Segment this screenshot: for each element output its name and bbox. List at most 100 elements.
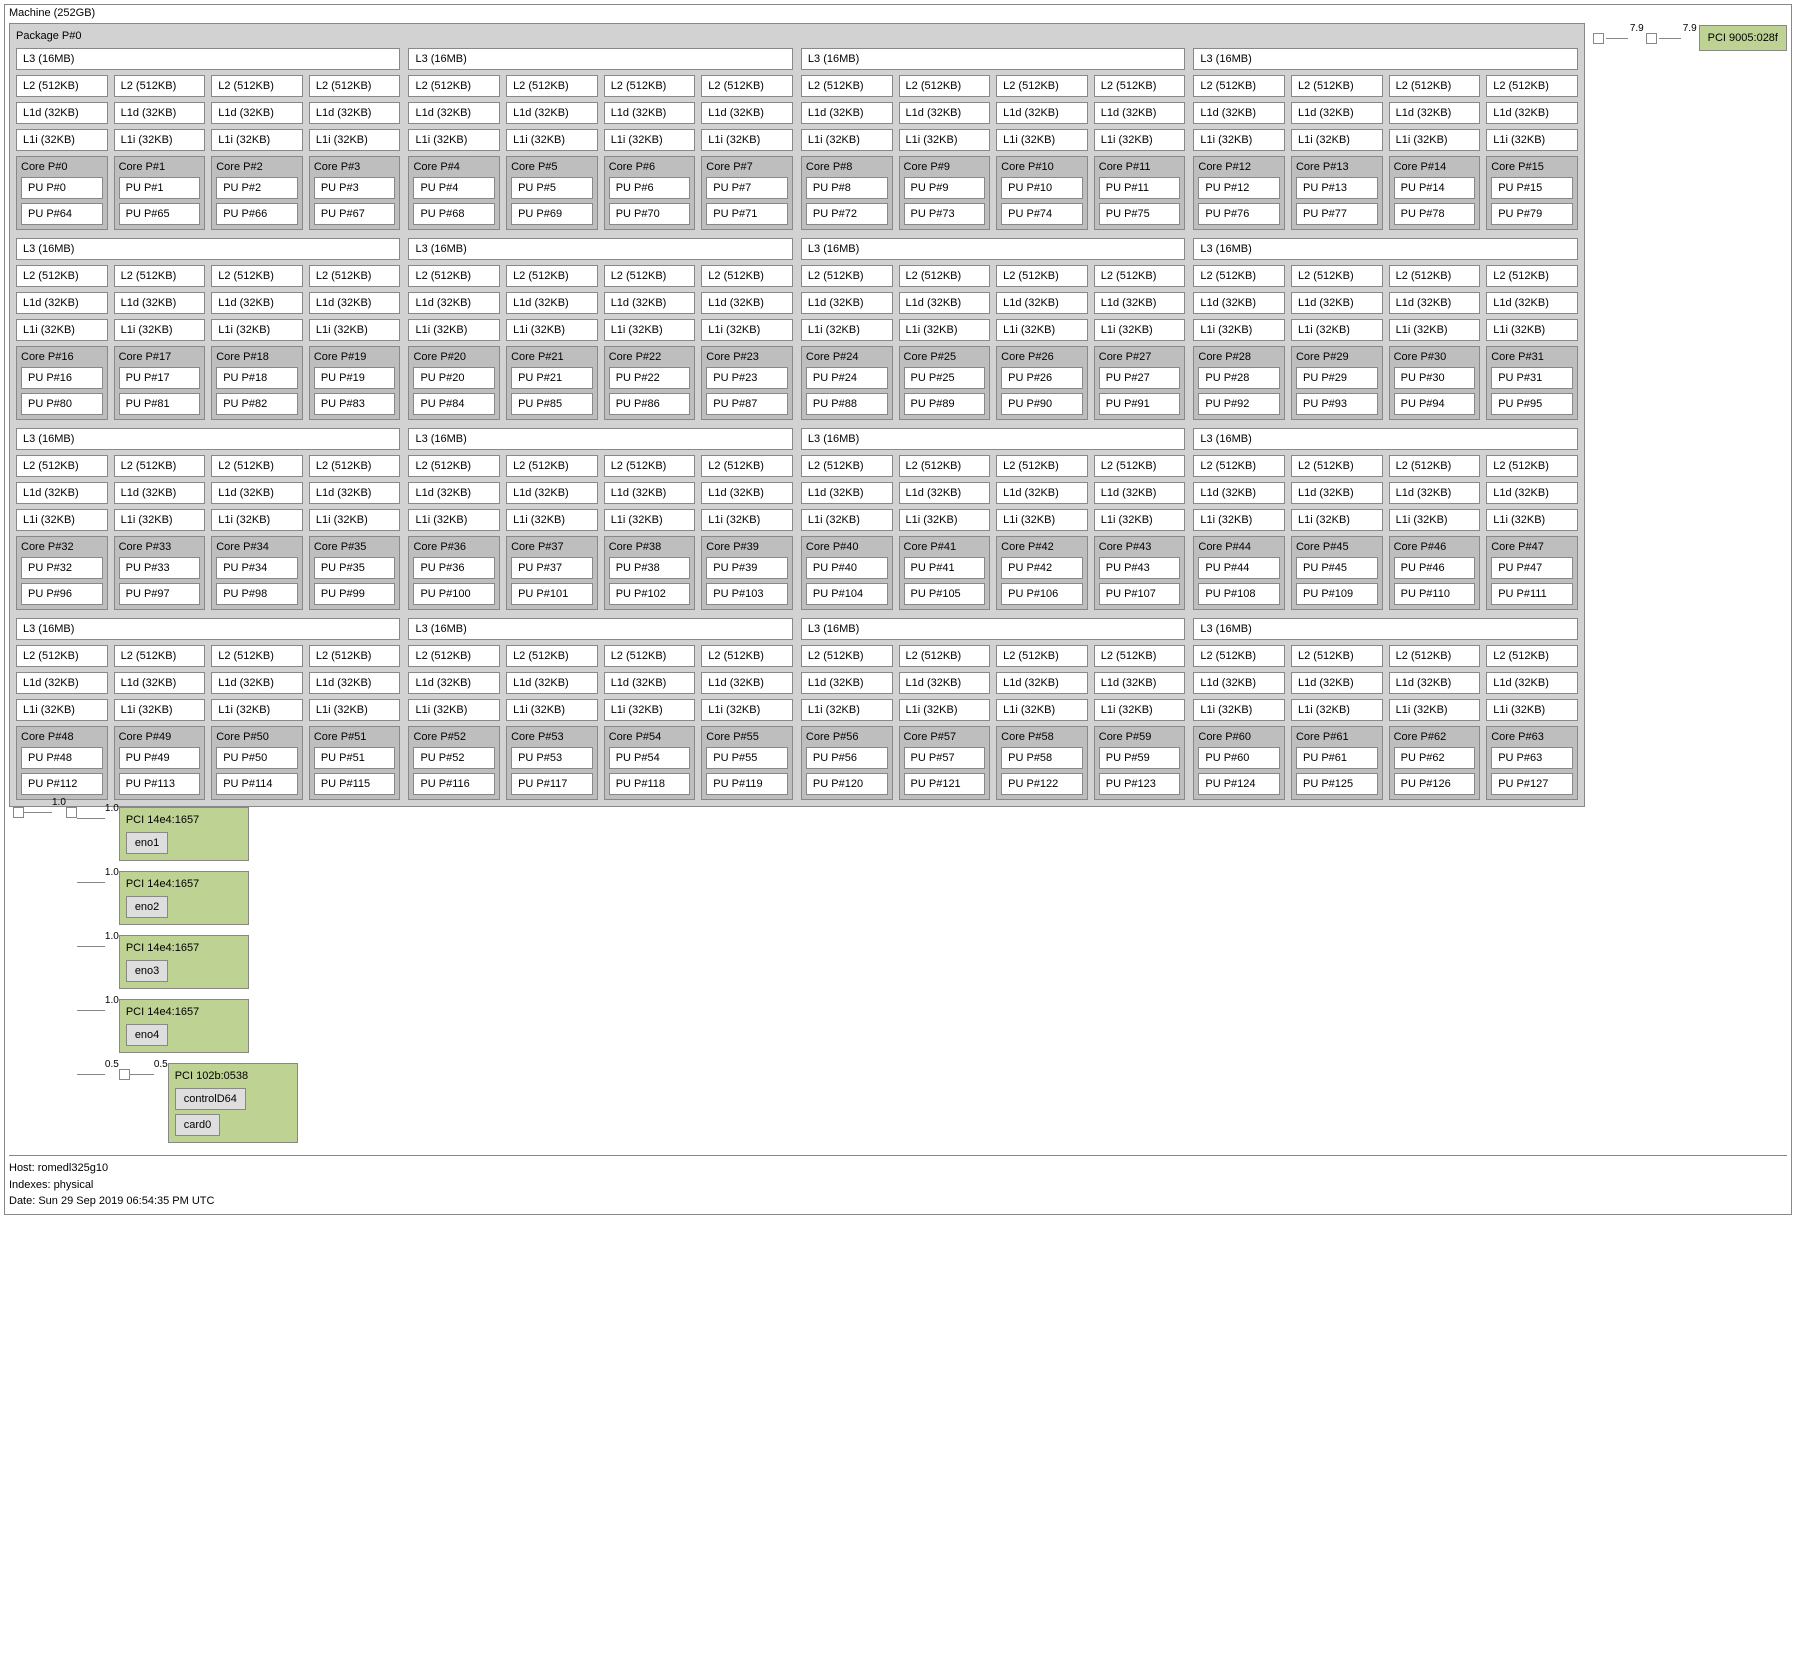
- l1d-cache: L1d (32KB): [16, 292, 108, 314]
- l3-block: L3 (16MB)L2 (512KB)L2 (512KB)L2 (512KB)L…: [1193, 428, 1577, 610]
- l2-row: L2 (512KB)L2 (512KB)L2 (512KB)L2 (512KB): [1193, 265, 1577, 287]
- pu: PU P#8: [806, 177, 888, 199]
- l1d-cache: L1d (32KB): [309, 672, 401, 694]
- pu: PU P#115: [314, 773, 396, 795]
- l2-cache: L2 (512KB): [1486, 455, 1578, 477]
- core-row: Core P#24PU P#24PU P#88Core P#25PU P#25P…: [801, 346, 1185, 420]
- pu: PU P#42: [1001, 557, 1083, 579]
- pu: PU P#92: [1198, 393, 1280, 415]
- l1d-cache: L1d (32KB): [1094, 292, 1186, 314]
- l2-cache: L2 (512KB): [1193, 75, 1285, 97]
- l1d-cache: L1d (32KB): [604, 292, 696, 314]
- pu: PU P#28: [1198, 367, 1280, 389]
- pci-device: PCI 14e4:1657eno2: [119, 871, 249, 925]
- pu: PU P#7: [706, 177, 788, 199]
- core-row: Core P#44PU P#44PU P#108Core P#45PU P#45…: [1193, 536, 1577, 610]
- pu: PU P#53: [511, 747, 593, 769]
- core: Core P#30PU P#30PU P#94: [1389, 346, 1481, 420]
- l1i-row: L1i (32KB)L1i (32KB)L1i (32KB)L1i (32KB): [408, 509, 792, 531]
- pu: PU P#61: [1296, 747, 1378, 769]
- l1d-cache: L1d (32KB): [899, 292, 991, 314]
- l3-block: L3 (16MB)L2 (512KB)L2 (512KB)L2 (512KB)L…: [801, 428, 1185, 610]
- l3-cache: L3 (16MB): [408, 238, 792, 260]
- l1d-cache: L1d (32KB): [604, 482, 696, 504]
- core-label: Core P#26: [1001, 351, 1083, 363]
- l2-cache: L2 (512KB): [1291, 75, 1383, 97]
- bridge-icon: [119, 1069, 130, 1080]
- core: Core P#22PU P#22PU P#86: [604, 346, 696, 420]
- l1i-cache: L1i (32KB): [996, 319, 1088, 341]
- machine-root: Machine (252GB) Package P#0 L3 (16MB)L2 …: [4, 4, 1792, 1215]
- l2-cache: L2 (512KB): [801, 265, 893, 287]
- core-label: Core P#31: [1491, 351, 1573, 363]
- pu: PU P#29: [1296, 367, 1378, 389]
- l1d-row: L1d (32KB)L1d (32KB)L1d (32KB)L1d (32KB): [16, 102, 400, 124]
- l1d-cache: L1d (32KB): [1193, 292, 1285, 314]
- l2-cache: L2 (512KB): [604, 645, 696, 667]
- pu: PU P#70: [609, 203, 691, 225]
- pci-link-label: 1.0: [105, 995, 119, 1006]
- pu: PU P#47: [1491, 557, 1573, 579]
- pci-device: PCI 9005:028f: [1699, 25, 1787, 51]
- l1i-cache: L1i (32KB): [1193, 509, 1285, 531]
- os-device: eno3: [126, 960, 168, 982]
- pu: PU P#50: [216, 747, 298, 769]
- l1i-cache: L1i (32KB): [1094, 319, 1186, 341]
- core-label: Core P#4: [413, 161, 495, 173]
- core: Core P#3PU P#3PU P#67: [309, 156, 401, 230]
- l3-cache: L3 (16MB): [408, 428, 792, 450]
- pu: PU P#32: [21, 557, 103, 579]
- l2-cache: L2 (512KB): [1291, 645, 1383, 667]
- l2-cache: L2 (512KB): [114, 75, 206, 97]
- l1i-cache: L1i (32KB): [408, 699, 500, 721]
- pu: PU P#65: [119, 203, 201, 225]
- core: Core P#63PU P#63PU P#127: [1486, 726, 1578, 800]
- l1d-cache: L1d (32KB): [801, 672, 893, 694]
- l1i-row: L1i (32KB)L1i (32KB)L1i (32KB)L1i (32KB): [801, 699, 1185, 721]
- l2-cache: L2 (512KB): [506, 455, 598, 477]
- l1i-cache: L1i (32KB): [506, 129, 598, 151]
- machine-label: Machine (252GB): [9, 7, 1787, 19]
- core: Core P#6PU P#6PU P#70: [604, 156, 696, 230]
- pu: PU P#15: [1491, 177, 1573, 199]
- l2-cache: L2 (512KB): [309, 455, 401, 477]
- l1d-cache: L1d (32KB): [801, 292, 893, 314]
- package: Package P#0 L3 (16MB)L2 (512KB)L2 (512KB…: [9, 23, 1585, 807]
- pu: PU P#119: [706, 773, 788, 795]
- l2-cache: L2 (512KB): [16, 455, 108, 477]
- core-label: Core P#35: [314, 541, 396, 553]
- core: Core P#47PU P#47PU P#111: [1486, 536, 1578, 610]
- core-label: Core P#25: [904, 351, 986, 363]
- core-row: Core P#0PU P#0PU P#64Core P#1PU P#1PU P#…: [16, 156, 400, 230]
- l3-block: L3 (16MB)L2 (512KB)L2 (512KB)L2 (512KB)L…: [1193, 618, 1577, 800]
- l2-cache: L2 (512KB): [309, 265, 401, 287]
- pu: PU P#123: [1099, 773, 1181, 795]
- core-label: Core P#28: [1198, 351, 1280, 363]
- l1i-cache: L1i (32KB): [1193, 699, 1285, 721]
- core-label: Core P#63: [1491, 731, 1573, 743]
- core: Core P#26PU P#26PU P#90: [996, 346, 1088, 420]
- l1i-cache: L1i (32KB): [211, 699, 303, 721]
- pu: PU P#98: [216, 583, 298, 605]
- pci-link-label: 1.0: [105, 931, 119, 942]
- core-row: Core P#52PU P#52PU P#116Core P#53PU P#53…: [408, 726, 792, 800]
- core: Core P#37PU P#37PU P#101: [506, 536, 598, 610]
- core-label: Core P#19: [314, 351, 396, 363]
- core: Core P#2PU P#2PU P#66: [211, 156, 303, 230]
- core: Core P#17PU P#17PU P#81: [114, 346, 206, 420]
- pci-device-label: PCI 102b:0538: [175, 1070, 291, 1082]
- l1i-cache: L1i (32KB): [1486, 509, 1578, 531]
- pu: PU P#48: [21, 747, 103, 769]
- os-device: eno1: [126, 832, 168, 854]
- pu: PU P#95: [1491, 393, 1573, 415]
- core-label: Core P#62: [1394, 731, 1476, 743]
- core: Core P#48PU P#48PU P#112: [16, 726, 108, 800]
- l1d-row: L1d (32KB)L1d (32KB)L1d (32KB)L1d (32KB): [801, 482, 1185, 504]
- l2-cache: L2 (512KB): [996, 645, 1088, 667]
- l1i-cache: L1i (32KB): [114, 319, 206, 341]
- pu: PU P#33: [119, 557, 201, 579]
- l2-row: L2 (512KB)L2 (512KB)L2 (512KB)L2 (512KB): [16, 75, 400, 97]
- pu: PU P#14: [1394, 177, 1476, 199]
- core-label: Core P#17: [119, 351, 201, 363]
- l1i-row: L1i (32KB)L1i (32KB)L1i (32KB)L1i (32KB): [16, 699, 400, 721]
